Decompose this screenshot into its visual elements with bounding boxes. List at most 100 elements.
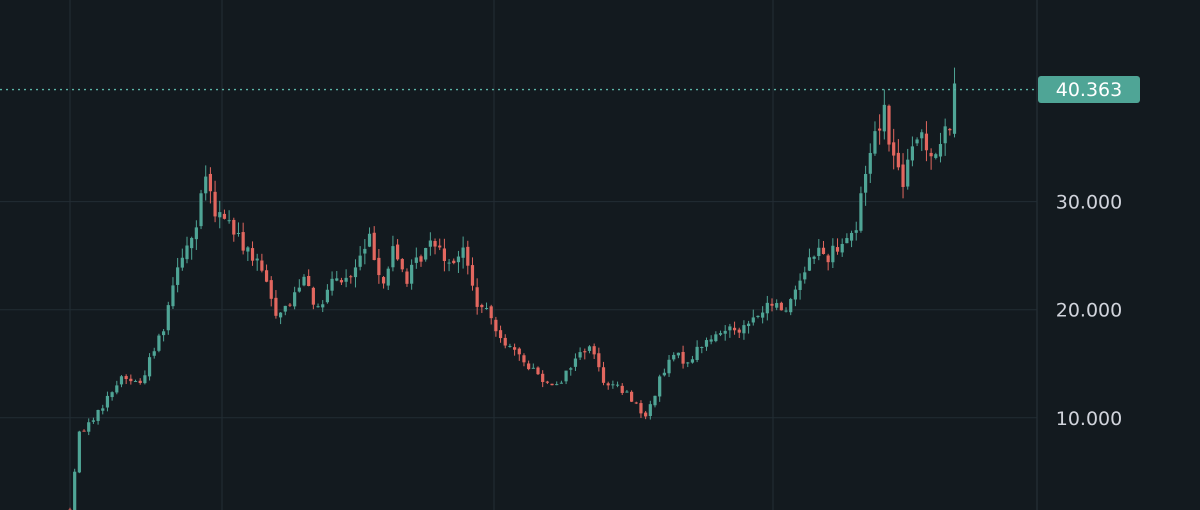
- candle-body: [264, 270, 269, 282]
- candle-down: [288, 302, 292, 307]
- candle-body: [386, 268, 390, 286]
- candle-body: [204, 176, 208, 194]
- candle-down: [536, 366, 540, 375]
- candle-body: [601, 367, 606, 383]
- candle-body: [868, 152, 872, 174]
- candle-body: [784, 310, 788, 312]
- candle-body: [307, 275, 311, 287]
- candle-down: [924, 121, 929, 162]
- candle-body: [887, 105, 891, 145]
- candle-down: [480, 303, 484, 313]
- candle-up: [573, 353, 578, 371]
- candle-down: [732, 321, 737, 335]
- candle-body: [236, 232, 241, 234]
- candle-body: [690, 359, 695, 363]
- candle-up: [690, 355, 695, 364]
- candle-body: [105, 395, 110, 408]
- candle-up: [204, 165, 208, 201]
- candle-up: [555, 381, 559, 386]
- candle-body: [250, 248, 255, 261]
- candle-body: [119, 376, 124, 385]
- candle-down: [250, 241, 255, 266]
- candle-down: [442, 238, 446, 272]
- candle-down: [433, 238, 437, 255]
- candle-body: [367, 233, 372, 247]
- candle-body: [339, 280, 344, 283]
- candle-down: [826, 253, 830, 271]
- candle-up: [194, 220, 198, 250]
- candle-up: [615, 381, 620, 388]
- candle-body: [513, 347, 517, 350]
- candle-up: [578, 347, 582, 360]
- candle-down: [896, 139, 900, 171]
- candle-up: [105, 391, 110, 412]
- candle-down: [269, 276, 273, 307]
- candle-up: [658, 374, 662, 402]
- candle-down: [82, 429, 86, 432]
- candle-up: [363, 239, 367, 265]
- candle-body: [807, 257, 812, 271]
- candle-body: [87, 422, 91, 432]
- price-axis[interactable]: 10.000 20.000 30.000: [1056, 192, 1122, 430]
- candle-up: [728, 323, 732, 338]
- candle-body: [686, 362, 690, 364]
- candle-body: [190, 237, 194, 249]
- candle-down: [264, 264, 269, 283]
- grid: [0, 0, 1038, 510]
- candle-body: [564, 370, 568, 382]
- candle-body: [938, 144, 943, 157]
- candle-body: [344, 277, 348, 282]
- candle-body: [704, 340, 709, 347]
- candle-up: [316, 303, 320, 308]
- candle-up: [386, 266, 390, 291]
- candle-up: [564, 370, 568, 385]
- candle-down: [405, 268, 409, 287]
- candle-up: [236, 222, 241, 237]
- candle-body: [372, 232, 376, 260]
- candle-body: [321, 304, 325, 308]
- candle-body: [484, 307, 489, 309]
- candle-up: [461, 236, 465, 269]
- candle-up: [180, 248, 184, 271]
- candle-up: [335, 270, 339, 282]
- candle-body: [789, 299, 793, 313]
- candle-down: [339, 277, 344, 285]
- candle-down: [541, 370, 545, 388]
- candle-body: [470, 265, 475, 286]
- candle-body: [812, 256, 816, 259]
- candle-up: [775, 299, 779, 311]
- candle-body: [363, 248, 367, 254]
- candle-up: [854, 221, 858, 241]
- candle-body: [232, 219, 236, 235]
- candle-body: [915, 139, 919, 144]
- candle-up: [906, 148, 910, 190]
- candle-body: [775, 303, 779, 308]
- candle-up: [559, 380, 563, 384]
- candle-body: [700, 347, 704, 349]
- candle-body: [288, 304, 292, 306]
- candle-body: [475, 287, 479, 307]
- candle-body: [115, 385, 119, 393]
- candle-down: [400, 258, 404, 273]
- candle-body: [896, 152, 900, 168]
- candle-body: [732, 327, 737, 331]
- candle-body: [138, 380, 142, 384]
- candle-body: [644, 412, 648, 417]
- candle-up: [625, 389, 629, 393]
- candle-up: [704, 337, 709, 351]
- candle-body: [227, 220, 231, 222]
- candle-body: [606, 383, 610, 386]
- candle-up: [723, 325, 727, 341]
- candle-body: [283, 305, 287, 312]
- candle-body: [761, 312, 765, 318]
- candle-up: [714, 331, 718, 343]
- candle-up: [185, 236, 189, 264]
- candle-down: [630, 390, 634, 403]
- candle-up: [171, 277, 175, 309]
- candle-up: [803, 266, 807, 284]
- candle-body: [948, 128, 952, 131]
- candle-up: [756, 315, 760, 319]
- candle-body: [246, 247, 250, 252]
